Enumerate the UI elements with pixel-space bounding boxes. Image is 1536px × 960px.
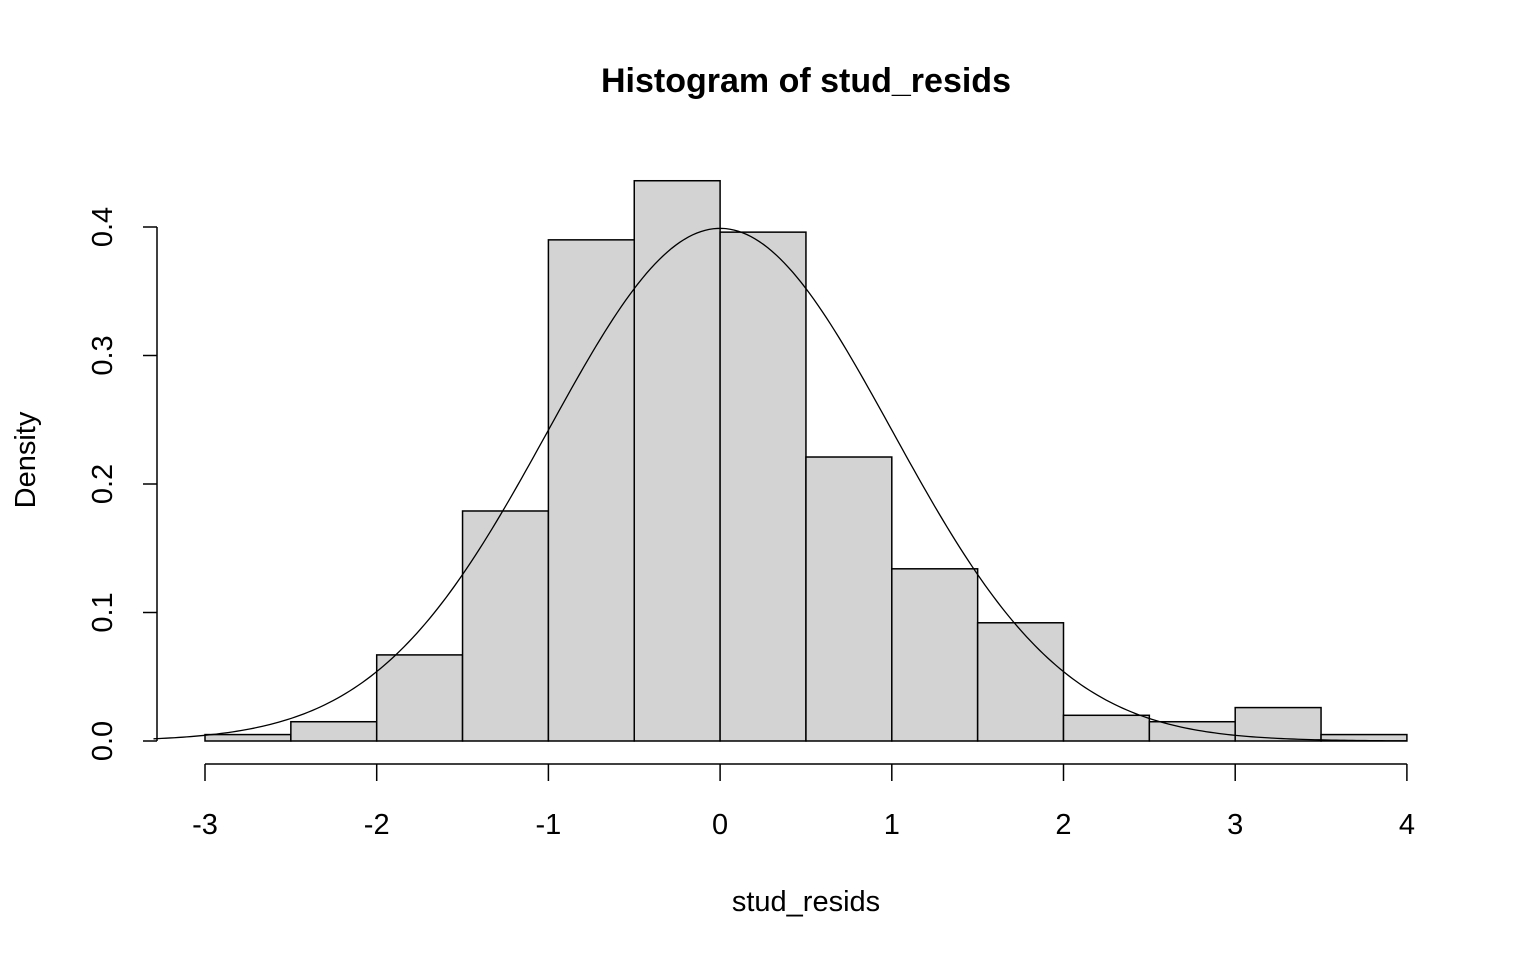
histogram-bars (204, 179, 1408, 742)
chart-title: Histogram of stud_resids (601, 62, 1011, 100)
x-tick-label: -3 (192, 809, 218, 841)
histogram-bar (976, 622, 1065, 742)
histogram-bar (719, 231, 807, 742)
histogram-bar (204, 733, 292, 742)
y-tick-label: 0.1 (87, 592, 119, 632)
x-tick-label: 2 (1055, 809, 1071, 841)
x-tick-label: -2 (364, 809, 390, 841)
x-tick-label: 1 (884, 809, 900, 841)
histogram-bar (891, 568, 979, 742)
x-axis-label: stud_resids (732, 886, 880, 918)
y-tick-label: 0.3 (87, 335, 119, 375)
histogram-bar (805, 456, 893, 742)
density-curve (153, 227, 1407, 742)
y-tick-label: 0.4 (87, 207, 119, 247)
x-tick-label: 4 (1399, 809, 1415, 841)
histogram-bar (1234, 706, 1322, 742)
histogram-bar (1062, 714, 1151, 742)
x-tick-label: 0 (712, 809, 728, 841)
histogram-bar (633, 179, 721, 742)
histogram-bar (290, 720, 378, 742)
histogram-bar (547, 239, 636, 742)
y-axis-label: Density (10, 411, 42, 508)
x-axis: -3 -2 -1 0 1 2 3 4 (192, 763, 1415, 841)
y-tick-label: 0.0 (87, 721, 119, 761)
histogram-bar (461, 510, 550, 742)
x-tick-label: -1 (536, 809, 562, 841)
x-tick-label: 3 (1227, 809, 1243, 841)
y-axis: 0.0 0.1 0.2 0.3 0.4 (87, 207, 158, 761)
histogram-bar (375, 654, 464, 742)
histogram-bar (1148, 720, 1236, 742)
y-tick-label: 0.2 (87, 464, 119, 504)
